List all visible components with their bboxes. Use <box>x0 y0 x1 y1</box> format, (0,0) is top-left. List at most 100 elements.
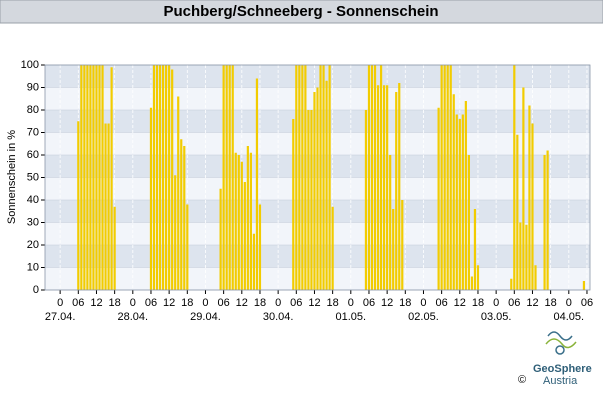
x-tick-label: 06 <box>581 297 593 309</box>
bar <box>219 188 222 290</box>
x-tick-label: 0 <box>57 297 63 309</box>
x-tick-label: 0 <box>348 297 354 309</box>
date-label: 03.05. <box>481 311 512 323</box>
x-tick-label: 12 <box>163 297 175 309</box>
bar <box>379 65 383 290</box>
bar <box>531 123 534 290</box>
bar <box>77 121 80 290</box>
x-tick-label: 0 <box>202 297 208 309</box>
bar <box>325 80 328 290</box>
bar <box>370 65 374 290</box>
y-tick-label: 0 <box>33 284 39 296</box>
bar <box>246 146 249 290</box>
bar <box>149 107 153 290</box>
bar <box>473 209 477 290</box>
date-label: 01.05. <box>336 311 367 323</box>
bar <box>222 65 225 290</box>
bar <box>398 83 401 290</box>
bar <box>237 155 240 290</box>
bar <box>331 206 334 290</box>
x-tick-label: 06 <box>72 297 84 309</box>
bar <box>183 146 186 290</box>
x-tick-label: 0 <box>130 297 136 309</box>
x-tick-label: 06 <box>290 297 302 309</box>
bar <box>373 65 377 290</box>
bar <box>298 65 301 290</box>
x-tick-label: 12 <box>90 297 102 309</box>
x-tick-label: 12 <box>526 297 538 309</box>
bar <box>113 206 116 290</box>
date-label: 02.05. <box>408 311 439 323</box>
bar <box>522 87 525 290</box>
y-tick-label: 70 <box>27 126 39 138</box>
bar <box>383 85 386 290</box>
bar <box>467 155 470 290</box>
bar <box>171 69 174 290</box>
bar <box>243 182 246 290</box>
bar <box>546 150 549 290</box>
bar <box>461 114 464 290</box>
bar <box>252 233 256 290</box>
logo-subname: Austria <box>543 375 578 387</box>
x-tick-label: 18 <box>327 297 339 309</box>
bar <box>186 204 189 290</box>
bar <box>528 105 531 290</box>
bar <box>322 65 325 290</box>
bar <box>231 65 234 290</box>
y-tick-label: 50 <box>27 171 39 183</box>
bar <box>92 65 95 290</box>
x-tick-label: 18 <box>109 297 121 309</box>
y-axis-label: Sonnenschein in % <box>6 130 18 224</box>
bar <box>95 65 98 290</box>
logo-name: GeoSphere <box>533 363 592 375</box>
x-tick-label: 06 <box>145 297 157 309</box>
y-tick-label: 60 <box>27 149 39 161</box>
bar <box>304 65 307 290</box>
bar <box>443 65 446 290</box>
bar <box>80 65 83 290</box>
bar <box>228 65 231 290</box>
bar <box>455 114 458 290</box>
bar <box>543 155 546 290</box>
bar <box>110 67 113 290</box>
bar <box>464 101 467 290</box>
date-label: 29.04. <box>190 311 221 323</box>
bar <box>534 265 537 290</box>
bar <box>510 278 513 290</box>
x-tick-label: 06 <box>508 297 520 309</box>
y-tick-label: 10 <box>27 261 39 273</box>
bar <box>240 161 243 290</box>
bar <box>582 281 586 290</box>
bar <box>513 65 516 290</box>
bar <box>452 94 455 290</box>
bar <box>313 92 316 290</box>
grid-band <box>45 65 590 88</box>
date-label: 28.04. <box>118 311 149 323</box>
bar <box>516 134 519 290</box>
x-tick-label: 06 <box>218 297 230 309</box>
bar <box>376 85 380 290</box>
bar <box>458 119 461 290</box>
bar <box>470 276 474 290</box>
x-tick-label: 0 <box>493 297 499 309</box>
date-label: 30.04. <box>263 311 294 323</box>
bar <box>328 65 331 290</box>
x-tick-label: 12 <box>381 297 393 309</box>
x-tick-label: 12 <box>454 297 466 309</box>
bar <box>177 96 180 290</box>
x-tick-label: 18 <box>472 297 484 309</box>
bar <box>310 110 313 290</box>
bar <box>392 209 395 290</box>
bar <box>107 123 110 290</box>
y-tick-label: 20 <box>27 239 39 251</box>
bar <box>174 175 177 290</box>
y-tick-label: 40 <box>27 194 39 206</box>
bar <box>395 92 398 290</box>
bar <box>249 152 252 290</box>
x-tick-label: 0 <box>420 297 426 309</box>
x-tick-label: 12 <box>236 297 248 309</box>
bar <box>386 85 389 290</box>
logo-copyright: © <box>518 374 526 386</box>
